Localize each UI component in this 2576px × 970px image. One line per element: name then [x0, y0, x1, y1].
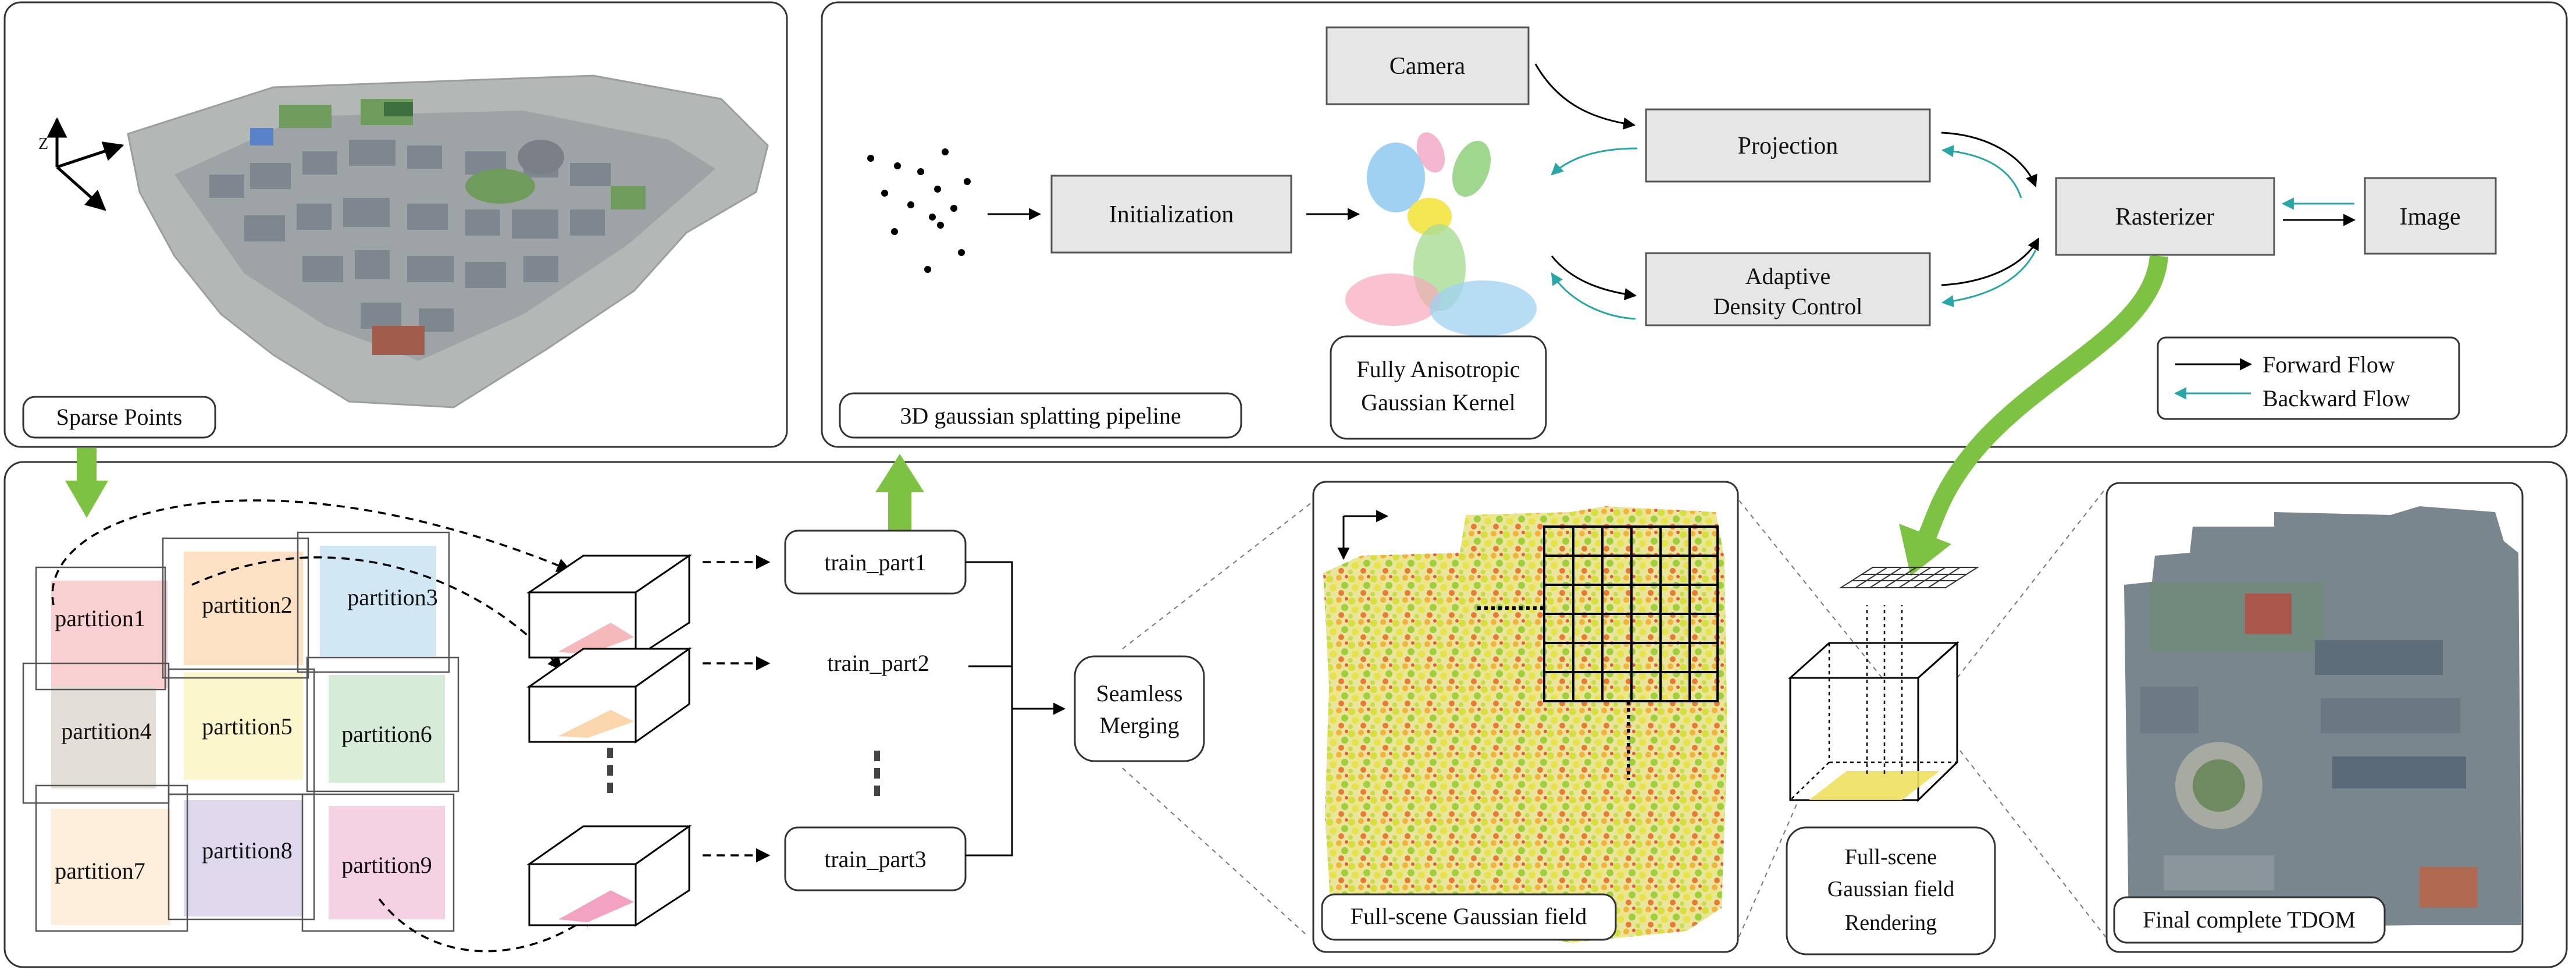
field-label: Full-scene Gaussian field — [1351, 903, 1587, 929]
zoom-line-bottom — [1122, 768, 1309, 937]
kernel-label-line2: Gaussian Kernel — [1361, 389, 1515, 415]
train-part3-label: train_part3 — [824, 846, 927, 872]
train-part1-label: train_part1 — [824, 549, 927, 575]
partition4-label: partition4 — [61, 718, 152, 744]
partition-cube-1 — [526, 554, 692, 659]
sparse-points-label-box — [22, 396, 216, 439]
partition9-to-cube3-arrow — [378, 898, 594, 953]
sparse-dot-cluster — [867, 148, 971, 273]
field-axes-icon — [1337, 510, 1389, 560]
partition6-label: partition6 — [341, 721, 432, 747]
adaptive-to-rasterizer-arrow — [1941, 237, 2040, 286]
rasterizer-to-render-green-arrow — [1918, 255, 2168, 542]
gaussian-kernel-illustration — [1345, 132, 1537, 336]
partition1-label: partition1 — [55, 605, 145, 631]
field-label-box — [1321, 893, 1617, 941]
train-vertical-ellipsis — [874, 751, 880, 796]
axis-z-label: Z — [38, 135, 48, 153]
camera-to-projection-arrow — [1534, 63, 1636, 130]
pipeline-label-box — [839, 392, 1242, 439]
rasterizer-box — [2055, 177, 2275, 256]
pipeline-label: 3D gaussian splatting pipeline — [900, 403, 1181, 429]
axes-icon — [47, 117, 124, 211]
adaptive-label-line1: Adaptive — [1745, 263, 1831, 289]
render-label-line1: Full-scene — [1845, 845, 1937, 869]
sparse-points-label: Sparse Points — [56, 404, 183, 430]
render-label-line3: Rendering — [1845, 911, 1937, 935]
gaussian-field-image — [1323, 506, 1727, 943]
tdom-image — [2124, 506, 2521, 928]
projection-box — [1645, 108, 1931, 183]
render-grid-plane — [1839, 567, 1980, 588]
projection-to-rasterizer-arrow — [1941, 132, 2037, 187]
tdom-label: Final complete TDOM — [2143, 907, 2356, 933]
rasterizer-to-projection-backward — [1941, 145, 2022, 198]
zoom-line-top — [1122, 500, 1315, 649]
render-label-box — [1786, 826, 1996, 955]
partition8-label: partition8 — [202, 837, 293, 864]
partition2-label: partition2 — [202, 592, 293, 618]
partition-grid — [22, 531, 459, 932]
partition-cube-3 — [526, 825, 692, 927]
adaptive-to-kernel-backward — [1551, 272, 1636, 320]
render-zoom-line-bottom — [1738, 802, 1798, 937]
legend-forward-label: Forward Flow — [2263, 351, 2395, 378]
train-part2-label: train_part2 — [827, 650, 929, 676]
legend-backward-label: Backward Flow — [2263, 385, 2411, 411]
vertical-ellipsis — [607, 748, 613, 793]
partition9-label: partition9 — [341, 852, 432, 878]
adaptive-density-box — [1645, 252, 1931, 326]
pipeline-panel — [821, 1, 2568, 448]
render-label-line2: Gaussian field — [1827, 877, 1954, 901]
rasterizer-to-adaptive-backward — [1941, 250, 2037, 308]
tdom-label-box — [2113, 896, 2386, 944]
kernel-to-adaptive-arrow — [1551, 255, 1637, 300]
projection-label: Projection — [1738, 133, 1839, 159]
camera-label: Camera — [1389, 53, 1466, 80]
partition1-to-cube1-arrow — [51, 499, 572, 606]
field-grid-overlay — [1543, 525, 1719, 702]
render-zoom-line-top — [1738, 500, 1885, 681]
partition2-to-cube2-arrow — [191, 556, 562, 670]
partition5-label: partition5 — [202, 713, 293, 740]
kernel-label-line1: Fully Anisotropic — [1356, 356, 1520, 382]
seamless-merging-box — [1074, 655, 1205, 762]
merge-connector — [965, 561, 1066, 857]
render-cube — [1788, 605, 1959, 802]
partition7-label: partition7 — [55, 858, 145, 884]
image-label: Image — [2400, 204, 2461, 230]
image-box — [2364, 177, 2497, 255]
rasterizer-label: Rasterizer — [2115, 204, 2214, 230]
tdom-zoom-line-top — [1957, 488, 2106, 678]
camera-box — [1326, 26, 1530, 105]
initialization-label: Initialization — [1109, 201, 1234, 228]
initialization-box — [1050, 175, 1292, 254]
city-model-image — [127, 74, 769, 408]
partition-cube-2 — [526, 647, 692, 744]
tdom-zoom-line-bottom — [1959, 750, 2106, 937]
green-arrows — [65, 448, 924, 541]
projection-to-kernel-backward — [1551, 147, 1638, 176]
partition3-label: partition3 — [347, 584, 438, 610]
kernel-label-box — [1330, 335, 1547, 440]
train-part3-box — [784, 826, 967, 891]
merging-label-line2: Merging — [1099, 712, 1179, 738]
rasterizer-to-render-arrowhead — [1899, 524, 1951, 576]
adaptive-label-line2: Density Control — [1713, 293, 1863, 319]
legend-box — [2157, 336, 2460, 420]
merging-label-line1: Seamless — [1096, 680, 1183, 706]
